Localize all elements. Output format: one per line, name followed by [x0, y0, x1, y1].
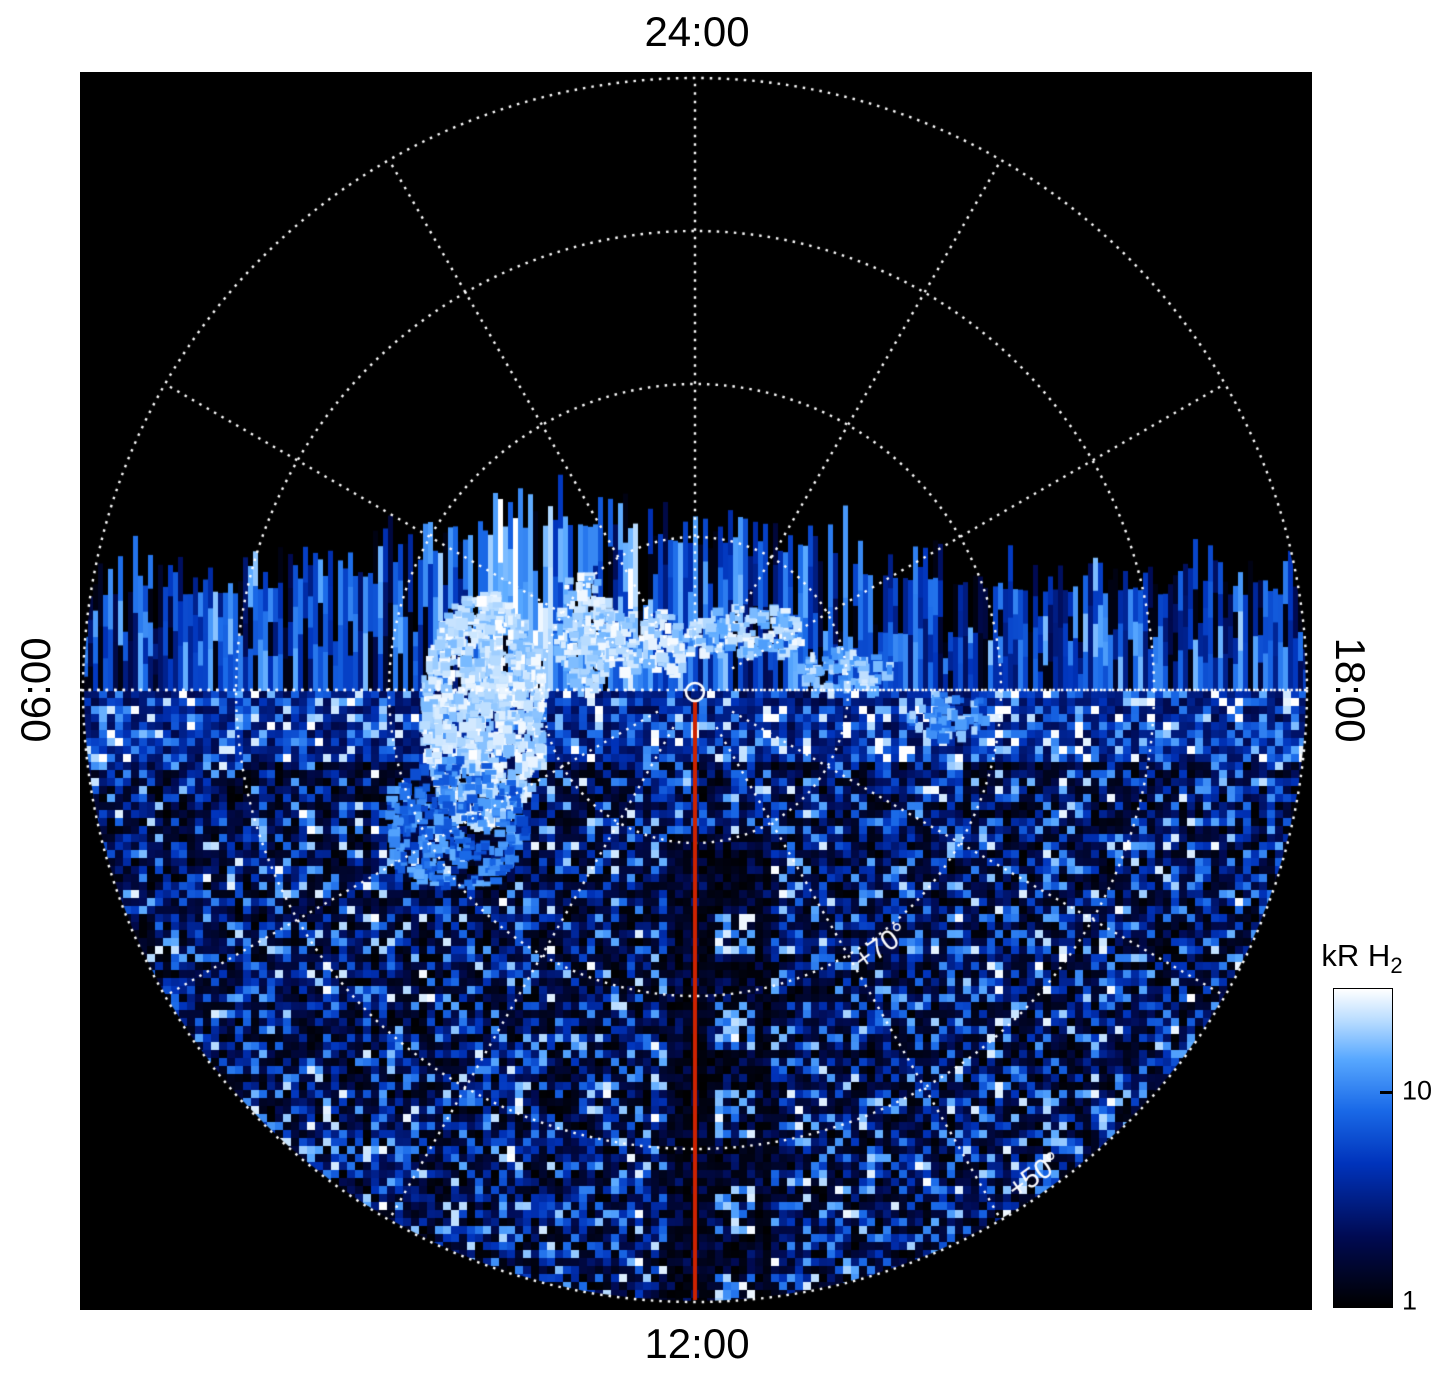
colorbar-gradient — [1333, 988, 1393, 1308]
polar-heatmap-canvas — [80, 72, 1312, 1310]
colorbar: kR H2 10 1 — [1321, 938, 1447, 1338]
colorbar-tick-label-10: 10 — [1402, 1075, 1433, 1106]
colorbar-tick-10 — [1380, 1091, 1392, 1094]
time-label-bottom: 12:00 — [644, 1320, 750, 1367]
time-label-top: 24:00 — [644, 8, 750, 55]
colorbar-tick-1 — [1380, 1304, 1392, 1307]
time-label-left: 06:00 — [12, 637, 59, 743]
colorbar-label-text: kR H — [1321, 938, 1391, 973]
colorbar-tick-label-1: 1 — [1402, 1285, 1418, 1316]
time-label-right: 18:00 — [1327, 637, 1374, 743]
colorbar-label: kR H2 — [1321, 938, 1402, 979]
colorbar-label-subscript: 2 — [1390, 953, 1403, 979]
